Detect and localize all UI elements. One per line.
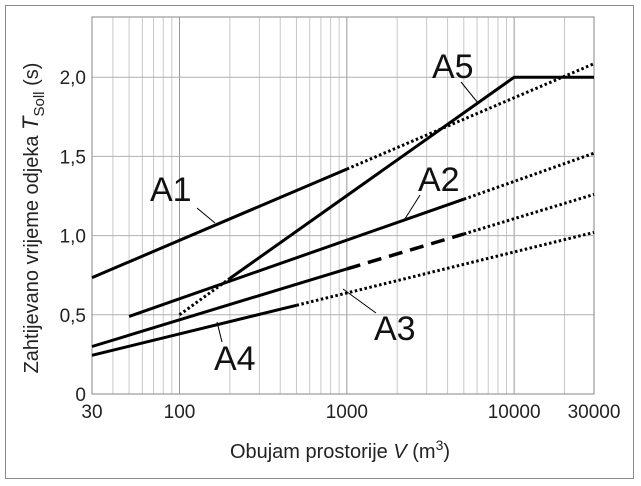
series-line-a1-solid (91, 167, 348, 279)
y-tick-label: 1,5 (60, 147, 86, 168)
series-label-a3: A3 (374, 310, 416, 348)
x-tick-label: 30000 (568, 402, 621, 423)
series-line-a5-dotted (178, 277, 231, 317)
y-tick-label: 0 (75, 385, 86, 406)
y-tick-label: 1,0 (60, 227, 86, 248)
series-lines (91, 62, 595, 357)
series-line-a4-solid (91, 303, 297, 357)
series-line-a3-dotted (463, 192, 595, 236)
x-tick-label: 1000 (326, 402, 368, 423)
series-label-a5: A5 (432, 48, 474, 86)
leader-line-a3 (342, 288, 377, 314)
series-line-a4-dotted (296, 230, 595, 307)
x-axis-title: Obujam prostorije V (m3) (230, 437, 450, 463)
x-tick-label: 10000 (488, 402, 541, 423)
leader-line-a5 (460, 81, 479, 104)
plot-area (91, 16, 595, 395)
grid (91, 16, 595, 395)
series-line-a3-solid (91, 267, 348, 348)
series-line-a2-solid (128, 197, 465, 318)
series-label-a1: A1 (150, 171, 192, 209)
x-tick-label: 100 (164, 402, 196, 423)
series-label-a4: A4 (214, 340, 256, 378)
chart-frame (5, 5, 634, 479)
leader-line-a4 (216, 321, 223, 343)
leader-line-a1 (196, 207, 216, 224)
series-line-a2-dotted (463, 151, 595, 201)
series-line-a3-dashed (346, 232, 465, 271)
series-labels: A1 A2 A3 A4 A5 (150, 48, 479, 378)
series-label-a2: A2 (418, 161, 460, 199)
leader-line-a2 (402, 194, 421, 223)
tick-labels: 30 100 1000 10000 30000 0 0,5 1,0 1,5 2,0 (60, 68, 621, 423)
series-line-a5-solid (229, 75, 594, 280)
y-tick-label: 2,0 (60, 68, 86, 89)
x-tick-label: 30 (81, 402, 102, 423)
y-tick-label: 0,5 (60, 306, 86, 327)
y-axis-title: Zahtijevano vrijeme odjeka TSoll (s) (18, 63, 48, 374)
